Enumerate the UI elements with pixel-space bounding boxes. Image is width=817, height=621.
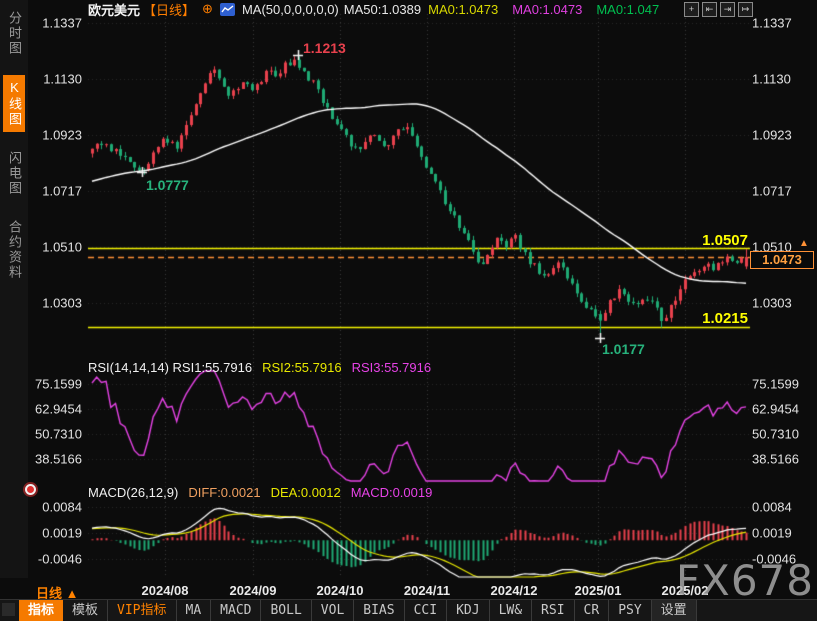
toolbar-item-CR[interactable]: CR — [575, 600, 610, 621]
toolbar-item-xx[interactable]: 指标 — [19, 600, 64, 621]
add-indicator-icon[interactable]: ⊕ — [202, 1, 213, 16]
rsi-axis-tick-right: 75.1599 — [752, 376, 799, 392]
chart-header: 欧元美元 【日线】 ⊕ MA(50,0,0,0,0,0) MA50:1.0389 … — [88, 1, 659, 18]
macd-axis-tick-left: 0.0019 — [42, 525, 82, 541]
ma50-value-label: MA50:1.0389 — [343, 1, 422, 17]
toolbar-item-MA[interactable]: MA — [177, 600, 212, 621]
macd-title: MACD(26,12,9) — [88, 485, 179, 500]
macd-axis-tick-right: -0.0046 — [752, 551, 797, 566]
price-axis-tick-right: 1.0923 — [752, 127, 792, 143]
toolbar-item-VIPxx[interactable]: VIP指标 — [108, 600, 177, 621]
macd-axis-tick-left: -0.0046 — [37, 551, 82, 566]
macd-diff-value: DIFF:0.0021 — [188, 485, 261, 500]
brand-watermark: FX678 — [675, 556, 814, 605]
toolbar-item-CCI[interactable]: CCI — [405, 600, 448, 621]
toolbar-item-RSI[interactable]: RSI — [532, 600, 575, 621]
date-axis-label: 2024/12 — [490, 583, 538, 598]
indicator-toolbar: 指标 模板 VIP指标 MA MACD BOLL VOL BIAS CCI KDJ LW& RSI CR… — [0, 599, 817, 621]
price-annotation: 1.0177 — [602, 341, 645, 357]
macd-panel-header: MACD(26,12,9) DIFF:0.0021 DEA:0.0012 MAC… — [88, 485, 432, 500]
sidebar-tab-item[interactable]: 分时图 — [7, 11, 22, 56]
price-axis-tick-left: 1.1337 — [42, 15, 82, 31]
date-axis-label: 2025/01 — [574, 583, 622, 598]
rsi-axis-tick-right: 38.5166 — [752, 451, 799, 467]
rsi3-value: RSI3:55.7916 — [351, 360, 432, 375]
toolbar-item-PSY[interactable]: PSY — [609, 600, 652, 621]
price-axis-tick-right: 1.1130 — [752, 71, 791, 87]
price-annotation: 1.1213 — [303, 40, 346, 56]
date-axis-label: 2024/09 — [229, 583, 277, 598]
price-axis-tick-right: 1.0510 — [752, 239, 792, 255]
chart-style-icon[interactable] — [219, 2, 235, 16]
ma-settings-label: MA(50,0,0,0,0,0) — [241, 1, 339, 17]
rsi-axis-tick-right: 50.7310 — [752, 426, 799, 442]
rsi-title: RSI(14,14,14) RSI1:55.7916 — [88, 360, 253, 375]
price-axis-tick-left: 1.0923 — [42, 127, 82, 143]
date-axis-label: 2025/02 — [661, 583, 709, 598]
current-price-badge: 1.0473 — [750, 251, 814, 269]
price-up-arrow-icon: ▲ — [799, 238, 809, 249]
price-axis-tick-right: 1.0717 — [752, 183, 792, 199]
chart-toolbar-icons: + ⇤ ⇥ ↦ — [684, 2, 753, 17]
timeframe-label: 【日线】 — [143, 2, 196, 18]
date-axis-label: 2024/11 — [403, 583, 451, 598]
date-axis-label: 2024/10 — [316, 583, 364, 598]
macd-value: MACD:0.0019 — [350, 485, 433, 500]
price-axis-tick-left: 1.0717 — [42, 183, 82, 199]
chart-type-sidebar: 分时图 K线图闪电图合约资料 — [0, 0, 28, 578]
pan-crosshair-icon[interactable]: + — [684, 2, 699, 17]
macd-axis-tick-right: 0.0084 — [752, 499, 792, 515]
macd-axis-tick-right: 0.0019 — [752, 525, 792, 541]
rsi-axis-tick-right: 62.9454 — [752, 401, 799, 417]
toolbar-item-xx[interactable]: 模板 — [63, 600, 109, 621]
price-axis-tick-left: 1.0510 — [42, 239, 82, 255]
ma-value-label-1: MA0:1.0473 — [512, 1, 583, 17]
rsi-axis-tick-left: 75.1599 — [35, 376, 82, 392]
ma-value-label-0: MA0:1.0473 — [428, 1, 499, 17]
toolbar-item-LWx[interactable]: LW& — [490, 600, 533, 621]
zoom-in-axis-icon[interactable]: ⇥ — [720, 2, 735, 17]
macd-dea-value: DEA:0.0012 — [270, 485, 341, 500]
rsi-panel-header: RSI(14,14,14) RSI1:55.7916 RSI2:55.7916 … — [88, 360, 431, 375]
toolbar-item-VOL[interactable]: VOL — [312, 600, 355, 621]
ma-values-group: MA0:1.0473 MA0:1.0473 MA0:1.047 — [428, 2, 659, 17]
toolbar-item-xx[interactable]: 设置 — [651, 600, 697, 621]
rsi-axis-tick-left: 50.7310 — [35, 426, 82, 442]
timeframe-dropdown[interactable]: 日线 ▲ — [36, 586, 79, 601]
rsi-axis-tick-left: 38.5166 — [35, 451, 82, 467]
resistance-level-label: 1.0507 — [702, 232, 748, 249]
zoom-out-axis-icon[interactable]: ⇤ — [702, 2, 717, 17]
support-level-label: 1.0215 — [702, 310, 748, 327]
macd-axis-tick-left: 0.0084 — [42, 499, 82, 515]
price-axis-tick-left: 1.1130 — [43, 71, 82, 87]
ma-value-label-2: MA0:1.047 — [596, 1, 660, 17]
toolbar-corner-icon[interactable] — [2, 603, 15, 616]
rsi2-value: RSI2:55.7916 — [262, 360, 342, 375]
price-axis-tick-right: 1.0303 — [752, 295, 792, 311]
date-axis-label: 2024/08 — [141, 583, 189, 598]
symbol-name: 欧元美元 — [88, 2, 141, 18]
price-axis-tick-left: 1.0303 — [42, 295, 82, 311]
collapse-panel-icon[interactable]: ↦ — [738, 2, 753, 17]
toolbar-item-KDJ[interactable]: KDJ — [447, 600, 490, 621]
rsi-axis-tick-left: 62.9454 — [35, 401, 82, 417]
toolbar-item-BIAS[interactable]: BIAS — [354, 600, 405, 621]
price-axis-tick-right: 1.1337 — [752, 15, 792, 31]
sidebar-tab-item[interactable]: 合约资料 — [7, 220, 22, 280]
sidebar-tab-item[interactable]: 闪电图 — [7, 151, 22, 196]
price-annotation: 1.0777 — [146, 177, 189, 193]
toolbar-item-BOLL[interactable]: BOLL — [261, 600, 312, 621]
sidebar-tab-active[interactable]: K线图 — [3, 75, 25, 132]
toolbar-item-MACD[interactable]: MACD — [211, 600, 262, 621]
indicator-marker-icon[interactable] — [25, 484, 36, 495]
